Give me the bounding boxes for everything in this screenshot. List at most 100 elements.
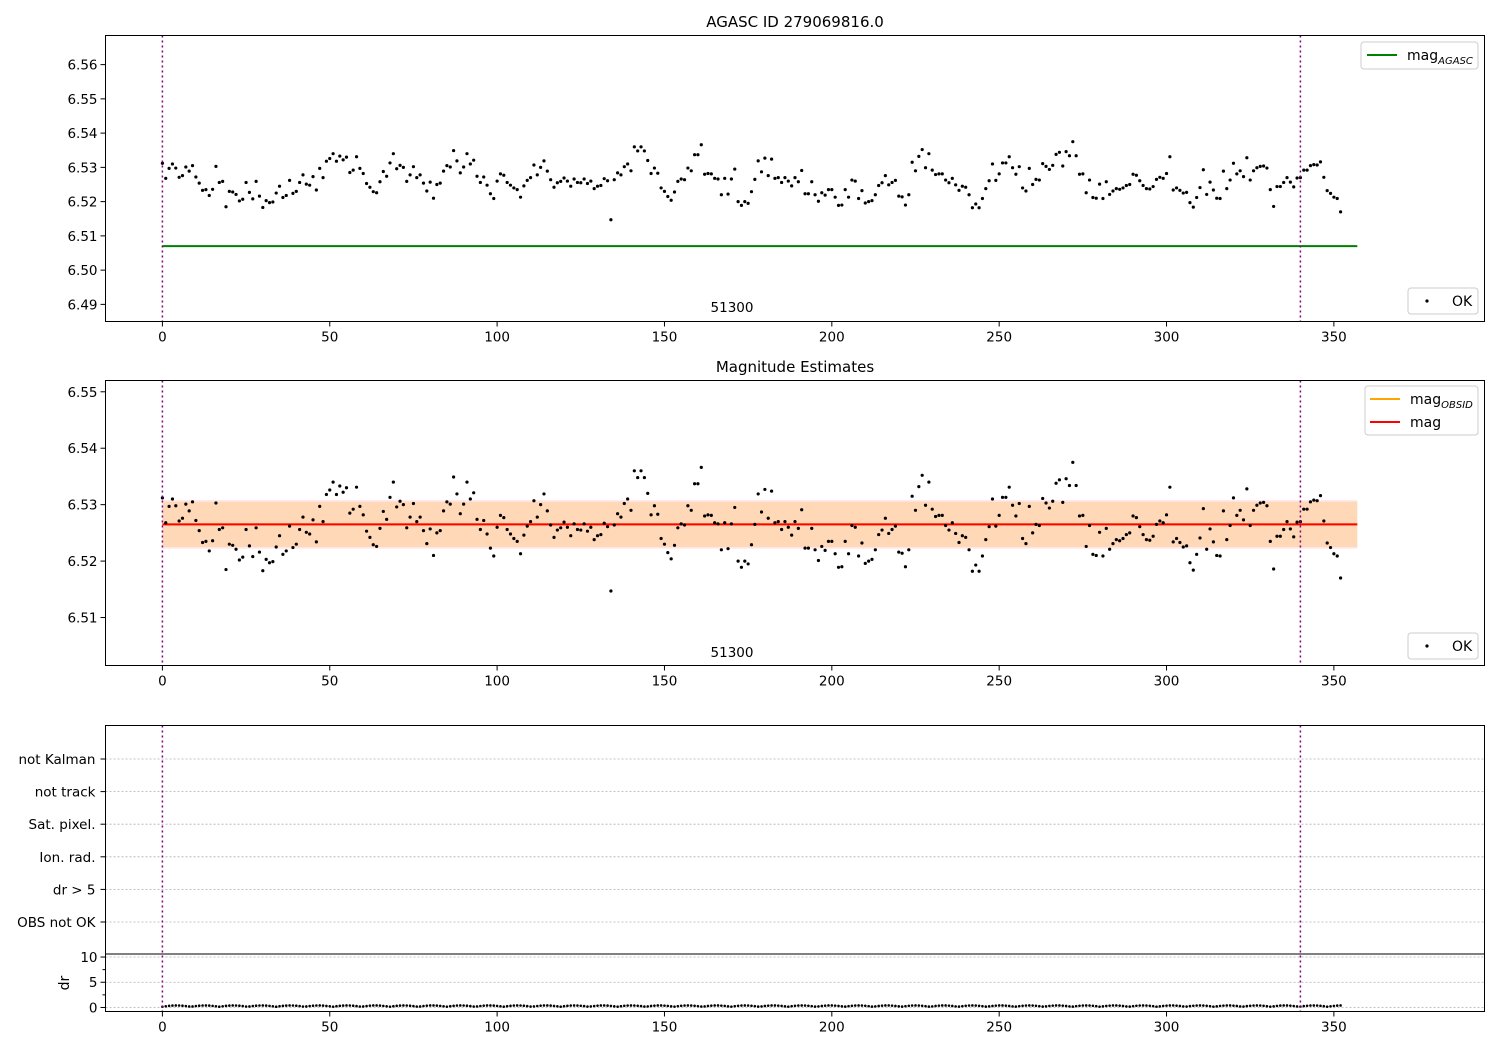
magnitude-data-point xyxy=(1037,523,1041,528)
agasc-data-point xyxy=(626,162,630,166)
agasc-data-point xyxy=(435,182,439,187)
agasc-data-point xyxy=(692,153,697,157)
magnitude-data-point xyxy=(913,508,918,512)
flag-label: dr > 5 xyxy=(53,882,96,898)
dr-data-point xyxy=(706,1004,710,1008)
magnitude-data-point xyxy=(736,559,740,563)
agasc-data-point xyxy=(428,180,432,184)
dr-data-point xyxy=(298,1004,301,1008)
magnitude-data-point xyxy=(1215,553,1219,558)
magnitude-data-point xyxy=(850,523,854,528)
magnitude-data-point xyxy=(488,546,493,550)
dr-data-point xyxy=(612,1005,616,1008)
dr-data-point xyxy=(596,1004,599,1007)
dr-data-point xyxy=(425,1004,429,1007)
magnitude-data-point xyxy=(385,517,389,521)
dr-data-point xyxy=(783,1005,787,1008)
agasc-data-point xyxy=(338,154,342,158)
agasc-data-point xyxy=(1071,140,1075,144)
dr-data-point xyxy=(489,1004,492,1007)
agasc-data-point xyxy=(1097,182,1102,186)
agasc-data-point xyxy=(324,159,329,163)
agasc-data-point xyxy=(207,193,211,198)
agasc-data-point xyxy=(472,158,476,162)
dr-data-point xyxy=(1064,1004,1068,1008)
dr-data-point xyxy=(981,1004,984,1008)
magnitude-data-point xyxy=(378,526,382,530)
dr-data-point xyxy=(770,1004,773,1007)
agasc-data-point xyxy=(1000,161,1005,165)
magnitude-data-point xyxy=(1024,541,1028,546)
dr-data-point xyxy=(1165,1004,1168,1007)
magnitude-data-point xyxy=(515,539,519,543)
agasc-x-tick-label: 0 xyxy=(158,330,167,346)
agasc-data-point xyxy=(458,171,462,175)
agasc-data-point xyxy=(559,179,563,184)
dr-data-point xyxy=(967,1004,971,1007)
magnitude-data-point xyxy=(448,502,452,506)
agasc-axes-frame xyxy=(105,35,1485,322)
magnitude-data-point xyxy=(619,515,623,519)
magnitude-data-point xyxy=(174,504,178,508)
agasc-data-point xyxy=(944,178,948,182)
magnitude-data-point xyxy=(425,541,429,546)
agasc-data-point xyxy=(616,171,620,175)
agasc-data-point xyxy=(783,176,787,180)
dr-data-point xyxy=(743,1004,747,1007)
magnitude-data-point xyxy=(1235,513,1239,517)
dr-data-point xyxy=(512,1004,516,1007)
dr-data-point xyxy=(1272,1005,1275,1008)
agasc-data-point xyxy=(719,193,723,197)
magnitude-data-point xyxy=(1328,545,1333,550)
agasc-data-point xyxy=(190,164,195,168)
magnitude-data-point xyxy=(1241,518,1246,522)
magnitude-data-point xyxy=(184,502,188,506)
magnitude-data-point xyxy=(214,501,218,505)
magnitude-axes-frame xyxy=(105,380,1485,666)
magnitude-data-point xyxy=(1128,531,1132,535)
agasc-data-point xyxy=(873,193,877,197)
magnitude-data-point xyxy=(1121,536,1125,541)
dr-data-point xyxy=(1168,1004,1172,1007)
dr-data-point xyxy=(1225,1004,1229,1007)
agasc-data-point xyxy=(445,164,449,168)
dr-data-point xyxy=(1034,1004,1038,1008)
magnitude-data-point xyxy=(1272,567,1276,571)
agasc-data-point xyxy=(843,188,847,192)
magnitude-data-point xyxy=(344,486,349,490)
magnitude-data-point xyxy=(291,545,295,550)
agasc-data-point xyxy=(197,181,201,185)
agasc-data-point xyxy=(1338,210,1343,214)
agasc-data-point xyxy=(405,179,409,184)
dr-data-point xyxy=(710,1004,713,1007)
agasc-data-point xyxy=(532,163,536,167)
agasc-data-point xyxy=(1131,172,1135,176)
dr-data-point xyxy=(448,1004,452,1008)
magnitude-data-point xyxy=(1044,501,1048,505)
agasc-data-point xyxy=(666,194,670,199)
mag-legend-label: mag xyxy=(1410,415,1441,431)
magnitude-data-point xyxy=(1295,520,1299,524)
agasc-x-tick-label: 300 xyxy=(1154,330,1180,346)
magnitude-data-point xyxy=(589,525,593,529)
agasc-data-point xyxy=(545,169,549,173)
agasc-data-point xyxy=(498,172,503,176)
dr-data-point xyxy=(1205,1004,1208,1008)
magnitude-data-point xyxy=(933,514,938,519)
dr-data-point xyxy=(961,1004,964,1008)
dr-data-point xyxy=(1071,1005,1075,1008)
dr-data-point xyxy=(562,1004,566,1008)
dr-data-point xyxy=(281,1004,285,1008)
agasc-data-point xyxy=(1118,187,1122,191)
magnitude-data-point xyxy=(217,527,221,532)
dr-data-point xyxy=(1121,1004,1125,1008)
magnitude-data-point xyxy=(1084,544,1088,549)
agasc-data-point xyxy=(287,178,292,182)
magnitude-data-point xyxy=(455,492,459,496)
agasc-data-point xyxy=(703,172,707,176)
magnitude-data-point xyxy=(318,504,322,508)
magnitude-data-point xyxy=(766,516,770,520)
magnitude-data-point xyxy=(1255,503,1259,507)
agasc-data-point xyxy=(699,143,703,147)
